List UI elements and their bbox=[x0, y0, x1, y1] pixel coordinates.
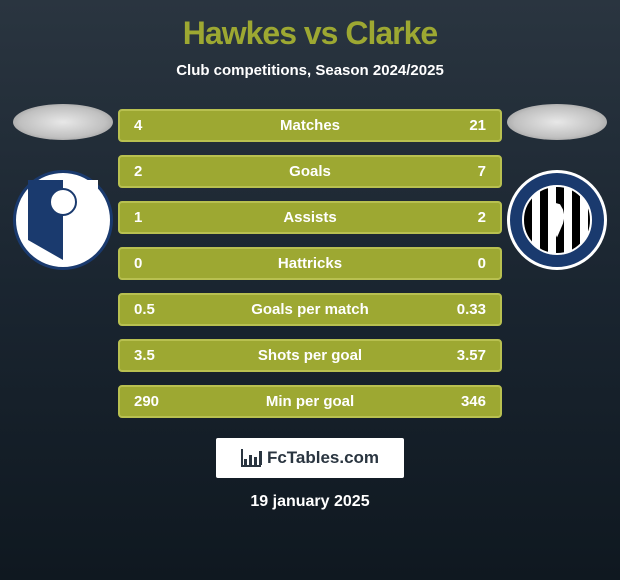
stat-left-value: 0.5 bbox=[134, 301, 174, 318]
stat-right-value: 3.57 bbox=[446, 347, 486, 364]
stat-row-assists: 1 Assists 2 bbox=[118, 201, 502, 234]
stat-label: Goals per match bbox=[174, 301, 446, 318]
stat-right-value: 7 bbox=[446, 163, 486, 180]
stat-left-value: 0 bbox=[134, 255, 174, 272]
stat-row-min-per-goal: 290 Min per goal 346 bbox=[118, 385, 502, 418]
player-silhouette-right bbox=[507, 104, 607, 140]
stat-left-value: 2 bbox=[134, 163, 174, 180]
page-subtitle: Club competitions, Season 2024/2025 bbox=[176, 62, 444, 79]
stat-row-hattricks: 0 Hattricks 0 bbox=[118, 247, 502, 280]
logo-bar bbox=[244, 459, 247, 465]
stat-label: Min per goal bbox=[174, 393, 446, 410]
footer: FcTables.com 19 january 2025 bbox=[216, 438, 404, 511]
stat-right-value: 346 bbox=[446, 393, 486, 410]
stat-row-goals-per-match: 0.5 Goals per match 0.33 bbox=[118, 293, 502, 326]
crest-right bbox=[507, 170, 607, 270]
logo-bar bbox=[259, 451, 262, 465]
crest-right-stripes-icon bbox=[522, 185, 592, 255]
stat-row-goals: 2 Goals 7 bbox=[118, 155, 502, 188]
stat-left-value: 290 bbox=[134, 393, 174, 410]
stat-row-matches: 4 Matches 21 bbox=[118, 109, 502, 142]
stat-label: Assists bbox=[174, 209, 446, 226]
crest-left-shield-icon bbox=[28, 180, 98, 260]
logo-bar bbox=[249, 455, 252, 465]
horse-icon bbox=[542, 203, 572, 238]
crest-left bbox=[13, 170, 113, 270]
stat-label: Matches bbox=[174, 117, 446, 134]
stat-left-value: 4 bbox=[134, 117, 174, 134]
stat-right-value: 0 bbox=[446, 255, 486, 272]
stat-right-value: 2 bbox=[446, 209, 486, 226]
chart-icon bbox=[241, 449, 261, 467]
stat-row-shots-per-goal: 3.5 Shots per goal 3.57 bbox=[118, 339, 502, 372]
player-silhouette-left bbox=[13, 104, 113, 140]
team-left bbox=[8, 104, 118, 270]
stat-label: Goals bbox=[174, 163, 446, 180]
stat-label: Hattricks bbox=[174, 255, 446, 272]
stat-right-value: 0.33 bbox=[446, 301, 486, 318]
stat-left-value: 1 bbox=[134, 209, 174, 226]
stat-left-value: 3.5 bbox=[134, 347, 174, 364]
logo-bar bbox=[254, 457, 257, 465]
logo-text: FcTables.com bbox=[267, 448, 379, 468]
date-text: 19 january 2025 bbox=[250, 493, 369, 511]
fctables-logo[interactable]: FcTables.com bbox=[216, 438, 404, 478]
stat-right-value: 21 bbox=[446, 117, 486, 134]
page-title: Hawkes vs Clarke bbox=[183, 15, 437, 52]
stats-column: 4 Matches 21 2 Goals 7 1 Assists 2 0 Hat… bbox=[118, 104, 502, 418]
stat-label: Shots per goal bbox=[174, 347, 446, 364]
team-right bbox=[502, 104, 612, 270]
content-row: 4 Matches 21 2 Goals 7 1 Assists 2 0 Hat… bbox=[0, 104, 620, 418]
main-container: Hawkes vs Clarke Club competitions, Seas… bbox=[0, 0, 620, 580]
